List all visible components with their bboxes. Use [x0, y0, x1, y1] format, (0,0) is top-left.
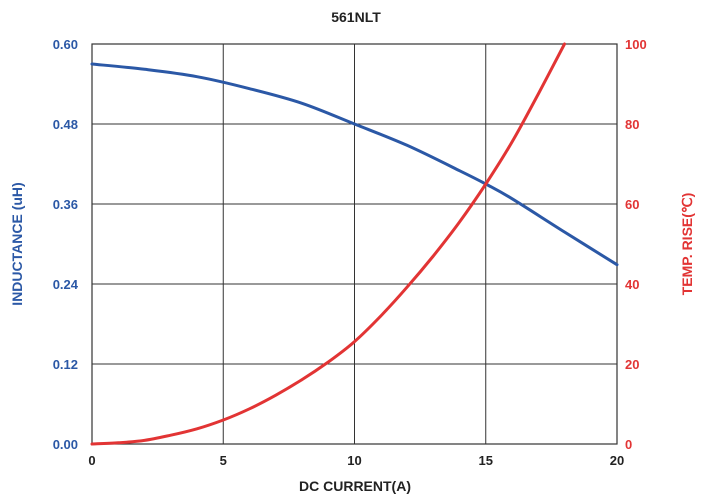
temp-rise-line	[90, 42, 566, 446]
y-right-tick-label-3: 60	[625, 197, 639, 212]
x-tick-label-1: 5	[220, 453, 227, 468]
chart-title: 561NLT	[331, 9, 381, 25]
y-right-tick-label-2: 40	[625, 277, 639, 292]
x-tick-label-0: 0	[88, 453, 95, 468]
y-right-tick-label-5: 100	[625, 37, 647, 52]
y-left-tick-label-2: 0.24	[53, 277, 79, 292]
x-tick-label-4: 20	[610, 453, 624, 468]
plot-frame	[91, 43, 618, 445]
y-right-axis-label: TEMP. RISE(℃)	[679, 193, 695, 296]
inductance-line	[90, 62, 619, 267]
x-tick-label-2: 10	[347, 453, 361, 468]
x-tick-label-3: 15	[479, 453, 493, 468]
y-left-axis-label: INDUCTANCE (uH)	[9, 182, 25, 305]
y-left-tick-label-5: 0.60	[53, 37, 78, 52]
y-right-tick-label-4: 80	[625, 117, 639, 132]
y-right-tick-label-1: 20	[625, 357, 639, 372]
y-left-tick-label-1: 0.12	[53, 357, 78, 372]
grid	[91, 43, 618, 445]
series-group	[90, 42, 619, 446]
y-left-tick-label-4: 0.48	[53, 117, 78, 132]
x-axis-label: DC CURRENT(A)	[299, 478, 411, 494]
y-right-tick-label-0: 0	[625, 437, 632, 452]
y-left-tick-label-0: 0.00	[53, 437, 78, 452]
tick-labels: 0 5 10 15 200.000.120.240.360.480.6002040608…	[53, 37, 647, 468]
y-left-tick-label-3: 0.36	[53, 197, 78, 212]
